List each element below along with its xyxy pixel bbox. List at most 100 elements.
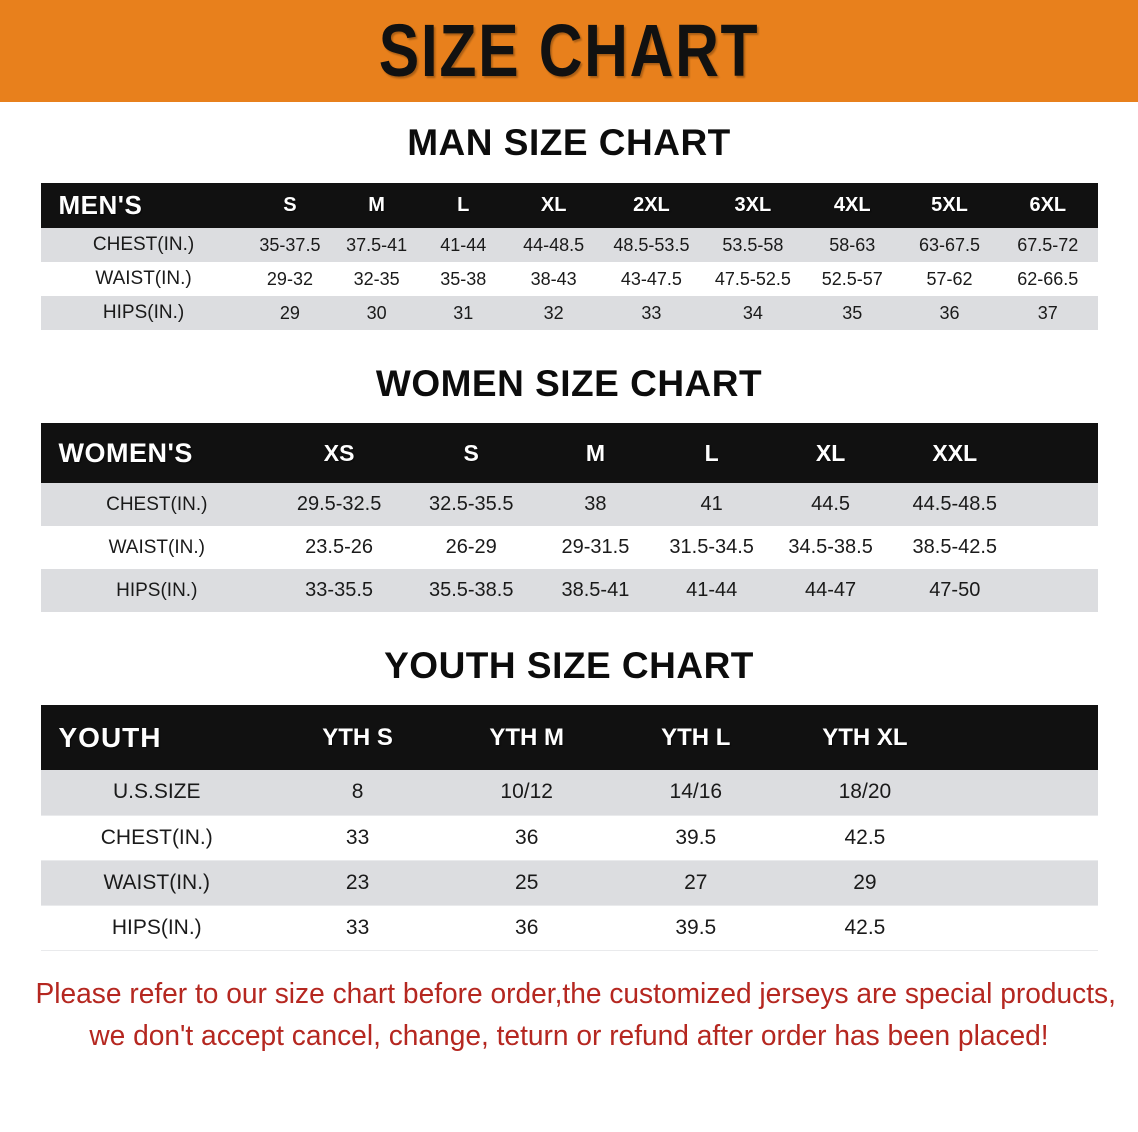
man-size-table: MEN'S S M L XL 2XL 3XL 4XL 5XL 6XL CHEST… (40, 183, 1098, 330)
women-hips-xs: 33-35.5 (273, 569, 406, 612)
man-row-label-waist: WAIST(IN.) (40, 262, 247, 296)
youth-waist-yth-m: 25 (442, 860, 612, 906)
women-table-head: WOMEN'S XS S M L XL XXL (40, 423, 1098, 483)
man-col-header-4xl: 4XL (803, 183, 901, 228)
man-waist-s: 29-32 (246, 262, 334, 296)
women-corner-label: WOMEN'S (40, 423, 274, 483)
women-header-row: WOMEN'S XS S M L XL XXL (40, 423, 1098, 483)
youth-chest-spacer (949, 815, 1098, 861)
man-hips-2xl: 33 (600, 296, 703, 330)
man-hips-l: 31 (419, 296, 507, 330)
women-size-table: WOMEN'S XS S M L XL XXL CHEST(IN.) 29.5-… (40, 423, 1098, 612)
women-col-header-xs: XS (273, 423, 406, 483)
page-title: SIZE CHART (378, 9, 760, 92)
youth-col-header-yth-xl: YTH XL (780, 705, 950, 770)
man-chest-5xl: 63-67.5 (900, 228, 999, 262)
youth-hips-yth-m: 36 (442, 905, 612, 951)
women-hips-s: 35.5-38.5 (405, 569, 538, 612)
man-waist-2xl: 43-47.5 (600, 262, 703, 296)
man-chest-2xl: 48.5-53.5 (600, 228, 703, 262)
youth-section-title: YOUTH SIZE CHART (384, 645, 754, 686)
women-chest-s: 32.5-35.5 (405, 483, 538, 526)
women-col-header-s: S (405, 423, 538, 483)
man-waist-m: 32-35 (333, 262, 420, 296)
youth-row-label-ussize: U.S.SIZE (40, 770, 274, 816)
youth-ussize-yth-l: 14/16 (611, 770, 781, 816)
man-col-header-s: S (246, 183, 334, 228)
man-section-title: MAN SIZE CHART (407, 122, 731, 163)
women-section-title: WOMEN SIZE CHART (375, 363, 763, 404)
man-chest-l: 41-44 (419, 228, 507, 262)
page-banner: SIZE CHART (0, 0, 1138, 102)
man-hips-6xl: 37 (998, 296, 1098, 330)
man-chest-6xl: 67.5-72 (998, 228, 1098, 262)
youth-corner-label: YOUTH (40, 705, 274, 770)
women-chest-spacer (1018, 483, 1098, 526)
women-col-header-xl: XL (769, 423, 892, 483)
man-col-header-l: L (419, 183, 507, 228)
women-col-header-l: L (653, 423, 770, 483)
youth-waist-spacer (949, 860, 1098, 906)
table-row: U.S.SIZE 8 10/12 14/16 18/20 (40, 770, 1098, 816)
women-row-label-hips: HIPS(IN.) (40, 569, 274, 612)
man-corner-label: MEN'S (40, 183, 247, 228)
youth-col-header-yth-l: YTH L (611, 705, 781, 770)
youth-ussize-yth-s: 8 (273, 770, 443, 816)
women-hips-xl: 44-47 (769, 569, 892, 612)
women-table-body: CHEST(IN.) 29.5-32.5 32.5-35.5 38 41 44.… (40, 483, 1098, 612)
man-col-header-2xl: 2XL (600, 183, 703, 228)
man-chest-m: 37.5-41 (333, 228, 420, 262)
man-waist-xl: 38-43 (506, 262, 601, 296)
youth-hips-spacer (949, 905, 1098, 951)
man-row-label-hips: HIPS(IN.) (40, 296, 247, 330)
table-row: WAIST(IN.) 23.5-26 26-29 29-31.5 31.5-34… (40, 526, 1098, 569)
women-hips-m: 38.5-41 (537, 569, 654, 612)
table-row: CHEST(IN.) 33 36 39.5 42.5 (40, 815, 1098, 861)
table-row: WAIST(IN.) 29-32 32-35 35-38 38-43 43-47… (40, 262, 1098, 296)
youth-waist-yth-xl: 29 (780, 860, 950, 906)
women-chest-xs: 29.5-32.5 (273, 483, 406, 526)
women-waist-s: 26-29 (405, 526, 538, 569)
man-waist-l: 35-38 (419, 262, 507, 296)
man-col-header-3xl: 3XL (702, 183, 804, 228)
disclaimer-line-1: Please refer to our size chart before or… (35, 977, 1116, 1010)
man-chest-xl: 44-48.5 (506, 228, 601, 262)
man-hips-3xl: 34 (702, 296, 804, 330)
man-col-header-xl: XL (506, 183, 601, 228)
women-table-wrap: WOMEN'S XS S M L XL XXL CHEST(IN.) 29.5-… (40, 423, 1098, 612)
women-waist-xs: 23.5-26 (273, 526, 406, 569)
women-row-label-waist: WAIST(IN.) (40, 526, 274, 569)
man-hips-xl: 32 (506, 296, 601, 330)
man-table-head: MEN'S S M L XL 2XL 3XL 4XL 5XL 6XL (40, 183, 1098, 228)
youth-chest-yth-m: 36 (442, 815, 612, 861)
women-waist-spacer (1018, 526, 1098, 569)
table-row: HIPS(IN.) 29 30 31 32 33 34 35 36 37 (40, 296, 1098, 330)
man-hips-m: 30 (333, 296, 420, 330)
women-chest-l: 41 (653, 483, 770, 526)
man-table-body: CHEST(IN.) 35-37.5 37.5-41 41-44 44-48.5… (40, 228, 1098, 330)
man-hips-4xl: 35 (803, 296, 901, 330)
youth-table-wrap: YOUTH YTH S YTH M YTH L YTH XL U.S.SIZE … (40, 705, 1098, 951)
table-row: CHEST(IN.) 35-37.5 37.5-41 41-44 44-48.5… (40, 228, 1098, 262)
women-hips-xxl: 47-50 (891, 569, 1019, 612)
youth-ussize-yth-xl: 18/20 (780, 770, 950, 816)
youth-chest-yth-l: 39.5 (611, 815, 781, 861)
youth-col-header-yth-s: YTH S (273, 705, 443, 770)
women-waist-l: 31.5-34.5 (653, 526, 770, 569)
youth-ussize-spacer (949, 770, 1098, 816)
youth-row-label-chest: CHEST(IN.) (40, 815, 274, 861)
women-col-header-xxl: XXL (891, 423, 1019, 483)
man-waist-4xl: 52.5-57 (803, 262, 901, 296)
man-waist-6xl: 62-66.5 (998, 262, 1098, 296)
man-col-header-5xl: 5XL (900, 183, 999, 228)
women-chest-m: 38 (537, 483, 654, 526)
man-hips-5xl: 36 (900, 296, 999, 330)
women-chest-xxl: 44.5-48.5 (891, 483, 1019, 526)
youth-hips-yth-s: 33 (273, 905, 443, 951)
women-waist-m: 29-31.5 (537, 526, 654, 569)
youth-ussize-yth-m: 10/12 (442, 770, 612, 816)
man-header-row: MEN'S S M L XL 2XL 3XL 4XL 5XL 6XL (40, 183, 1098, 228)
man-table-wrap: MEN'S S M L XL 2XL 3XL 4XL 5XL 6XL CHEST… (40, 183, 1098, 330)
man-chest-4xl: 58-63 (803, 228, 901, 262)
man-col-header-m: M (333, 183, 420, 228)
